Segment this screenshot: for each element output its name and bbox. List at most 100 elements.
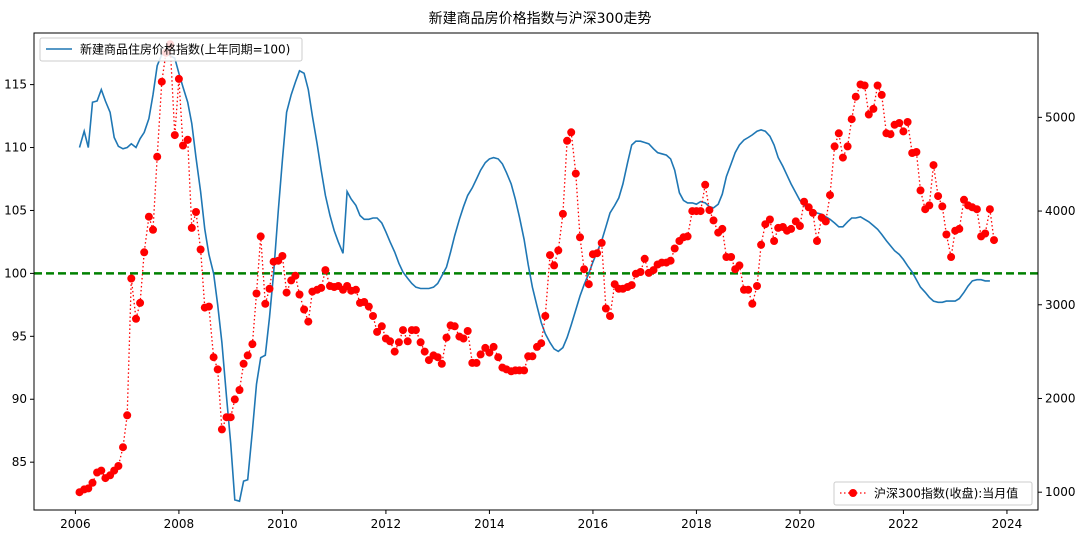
data-point-csi300 bbox=[830, 142, 839, 151]
x-tick-label: 2012 bbox=[371, 517, 402, 531]
data-point-csi300 bbox=[369, 312, 377, 320]
y-axis-right: 1000 2000 3000 4000 5000 bbox=[1038, 110, 1076, 499]
data-point-csi300 bbox=[851, 92, 860, 101]
data-point-csi300 bbox=[403, 337, 412, 346]
data-point-csi300 bbox=[580, 265, 589, 274]
x-tick-label: 2014 bbox=[474, 517, 505, 531]
data-point-csi300 bbox=[597, 238, 606, 247]
data-point-csi300 bbox=[136, 298, 145, 307]
data-point-csi300 bbox=[114, 462, 123, 470]
data-point-csi300 bbox=[226, 413, 235, 422]
x-tick-label: 2010 bbox=[267, 517, 298, 531]
data-point-csi300 bbox=[748, 299, 757, 308]
data-point-csi300 bbox=[252, 289, 261, 298]
y-left-tick-label: 95 bbox=[12, 329, 27, 343]
data-point-csi300 bbox=[196, 245, 205, 254]
data-point-csi300 bbox=[390, 347, 399, 356]
data-point-csi300 bbox=[450, 322, 459, 331]
data-point-csi300 bbox=[804, 203, 813, 212]
data-point-csi300 bbox=[670, 244, 679, 253]
data-point-csi300 bbox=[394, 338, 403, 347]
data-point-csi300 bbox=[541, 312, 550, 320]
data-point-csi300 bbox=[705, 206, 714, 215]
data-point-csi300 bbox=[808, 208, 817, 217]
y-left-tick-label: 105 bbox=[4, 203, 27, 217]
data-point-csi300 bbox=[757, 240, 766, 249]
data-point-csi300 bbox=[192, 208, 200, 216]
data-point-csi300 bbox=[433, 353, 442, 362]
data-point-csi300 bbox=[119, 443, 127, 452]
data-point-csi300 bbox=[744, 285, 753, 294]
plot-area bbox=[34, 40, 1038, 503]
data-point-csi300 bbox=[770, 237, 779, 245]
data-point-csi300 bbox=[243, 351, 252, 360]
data-point-csi300 bbox=[291, 271, 300, 280]
legend-marker-icon bbox=[849, 489, 857, 497]
data-point-csi300 bbox=[864, 110, 873, 119]
data-point-csi300 bbox=[399, 326, 407, 335]
data-point-csi300 bbox=[132, 314, 140, 323]
data-point-csi300 bbox=[947, 253, 956, 261]
data-point-csi300 bbox=[934, 192, 943, 201]
data-point-csi300 bbox=[209, 353, 218, 362]
x-tick-label: 2018 bbox=[681, 517, 712, 531]
data-point-csi300 bbox=[843, 142, 852, 151]
data-point-csi300 bbox=[494, 353, 503, 362]
data-point-csi300 bbox=[972, 205, 981, 214]
y-left-tick-label: 90 bbox=[12, 392, 27, 406]
data-point-csi300 bbox=[537, 339, 546, 348]
data-point-csi300 bbox=[546, 251, 554, 260]
data-point-csi300 bbox=[576, 233, 584, 242]
data-point-csi300 bbox=[304, 317, 313, 326]
data-point-csi300 bbox=[649, 266, 658, 275]
x-tick-label: 2020 bbox=[785, 517, 816, 531]
data-point-csi300 bbox=[838, 153, 847, 162]
data-point-csi300 bbox=[601, 304, 610, 313]
data-point-csi300 bbox=[97, 466, 106, 475]
data-point-csi300 bbox=[489, 342, 498, 351]
data-point-csi300 bbox=[895, 119, 904, 127]
y-axis-left: 85 90 95 100 105 110 115 bbox=[4, 78, 34, 469]
data-point-csi300 bbox=[485, 348, 494, 357]
data-point-csi300 bbox=[459, 334, 468, 343]
data-point-csi300 bbox=[696, 207, 705, 216]
data-point-csi300 bbox=[416, 338, 425, 347]
data-point-csi300 bbox=[373, 327, 382, 336]
data-point-csi300 bbox=[990, 236, 998, 245]
x-axis: 2006 2008 2010 2012 2014 2016 2018 2020 2022 2024 bbox=[60, 510, 1022, 531]
data-point-csi300 bbox=[787, 224, 796, 233]
data-point-csi300 bbox=[834, 129, 843, 138]
data-point-csi300 bbox=[88, 478, 97, 487]
data-point-csi300 bbox=[317, 283, 326, 292]
data-point-csi300 bbox=[204, 302, 213, 311]
data-point-csi300 bbox=[800, 197, 809, 206]
data-point-csi300 bbox=[593, 249, 602, 258]
data-point-csi300 bbox=[140, 248, 149, 257]
data-point-csi300 bbox=[187, 223, 196, 232]
data-point-csi300 bbox=[753, 282, 761, 290]
data-point-csi300 bbox=[123, 411, 132, 420]
data-point-csi300 bbox=[157, 77, 166, 86]
data-point-csi300 bbox=[528, 352, 537, 361]
y-right-tick-label: 1000 bbox=[1045, 485, 1076, 499]
data-point-csi300 bbox=[765, 215, 774, 224]
data-point-csi300 bbox=[411, 326, 420, 335]
data-point-csi300 bbox=[476, 350, 485, 359]
data-point-csi300 bbox=[420, 347, 429, 356]
data-point-csi300 bbox=[960, 195, 968, 204]
data-point-csi300 bbox=[860, 81, 869, 90]
data-point-csi300 bbox=[567, 128, 576, 137]
x-tick-label: 2022 bbox=[888, 517, 919, 531]
data-point-csi300 bbox=[826, 191, 834, 200]
data-point-csi300 bbox=[554, 246, 563, 255]
legend-bottom: 沪深300指数(收盘):当月值 bbox=[833, 481, 1033, 506]
y-right-tick-label: 5000 bbox=[1045, 110, 1076, 124]
data-point-csi300 bbox=[847, 115, 856, 124]
legend-label-housing-index: 新建商品住房价格指数(上年同期=100) bbox=[80, 42, 290, 57]
chart-title: 新建商品房价格指数与沪深300走势 bbox=[429, 11, 652, 27]
data-point-csi300 bbox=[437, 359, 446, 368]
data-point-csi300 bbox=[606, 312, 614, 320]
data-point-csi300 bbox=[903, 118, 912, 126]
x-tick-label: 2016 bbox=[578, 517, 609, 531]
data-point-csi300 bbox=[248, 340, 257, 349]
